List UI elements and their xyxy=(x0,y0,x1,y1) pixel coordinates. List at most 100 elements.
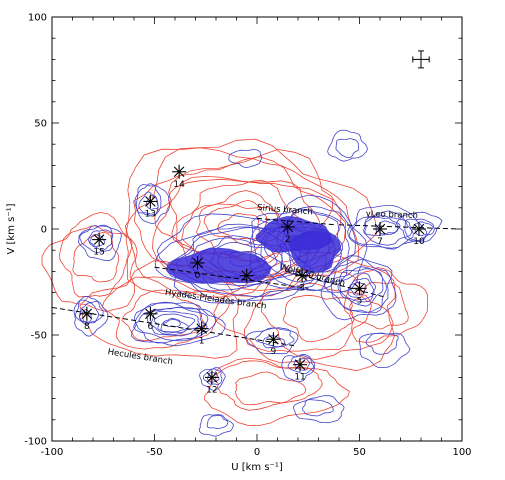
blue-contour xyxy=(146,306,209,337)
peak-label: 11 xyxy=(294,373,305,383)
peak-marker: 13 xyxy=(143,194,158,219)
blue-contour xyxy=(320,255,397,321)
blue-contour xyxy=(89,234,106,248)
peak-marker: 10 xyxy=(411,222,426,247)
peak-arm xyxy=(413,223,425,235)
blue-contour xyxy=(254,327,295,347)
blue-contour xyxy=(337,268,384,307)
red-contour xyxy=(101,276,231,350)
blue-contour xyxy=(281,354,316,382)
branch-label: γLeo branch xyxy=(366,209,419,221)
red-contour xyxy=(349,281,409,330)
blue-contour xyxy=(302,399,334,417)
y-tick-label: -100 xyxy=(24,437,47,448)
blue-contour xyxy=(404,218,435,242)
blue-contour xyxy=(358,332,411,369)
blue-contour xyxy=(323,259,393,314)
peak-label: 3 xyxy=(299,284,305,294)
x-axis-label: U [km s⁻¹] xyxy=(231,462,283,473)
peak-marker: 0 xyxy=(190,255,205,281)
peak-label: 12 xyxy=(206,385,217,395)
peak-label: 13 xyxy=(145,209,156,219)
peak-marker: 7 xyxy=(373,222,387,247)
red-contour xyxy=(203,199,268,245)
red-contour xyxy=(260,282,372,352)
peak-label: 9 xyxy=(271,347,277,357)
branch-line xyxy=(338,224,458,230)
blue-contour xyxy=(149,310,201,336)
peak-arm xyxy=(206,372,218,383)
peak-label: 6 xyxy=(148,322,154,332)
blue-contour xyxy=(162,317,181,327)
blue-contour xyxy=(160,319,189,334)
red-contour xyxy=(154,175,334,284)
blue-contour xyxy=(134,183,162,217)
peak-arm xyxy=(241,270,253,281)
blue-contour xyxy=(249,194,368,293)
peak-arm xyxy=(81,308,93,320)
x-tick-label: 0 xyxy=(254,447,260,458)
peak-label: 15 xyxy=(93,248,104,258)
peak-label: 5 xyxy=(357,296,363,306)
blue-contour xyxy=(206,414,229,429)
y-tick-label: -50 xyxy=(31,331,47,342)
x-tick-label: -50 xyxy=(146,447,162,458)
peak-marker: 6 xyxy=(143,306,158,332)
peak-arm xyxy=(145,308,156,320)
peak-arm xyxy=(145,196,156,207)
red-contour xyxy=(181,190,290,263)
peak-arm xyxy=(282,221,294,233)
blue-contour xyxy=(153,313,196,333)
peak-arm xyxy=(294,359,306,370)
blue-contour xyxy=(74,295,104,325)
red-contour xyxy=(234,371,307,406)
peak-label: 1 xyxy=(199,337,205,347)
peak-marker: 15 xyxy=(92,232,107,258)
red-contour xyxy=(196,203,280,259)
red-contour xyxy=(59,225,133,298)
blue-contour xyxy=(347,278,375,301)
blue-contour xyxy=(228,149,263,169)
blue-contour xyxy=(245,327,299,355)
blue-contour xyxy=(202,368,223,385)
red-contours xyxy=(41,138,429,426)
peak-arm xyxy=(354,283,365,294)
red-contour xyxy=(343,267,429,343)
peak-arm xyxy=(173,166,185,178)
branch-label: Sirius branch xyxy=(257,203,313,218)
blue-contour xyxy=(335,138,360,159)
peak-label: 8 xyxy=(84,322,90,332)
dense-core-region xyxy=(287,229,341,273)
error-bar-cross xyxy=(412,50,430,69)
blue-contour xyxy=(287,353,314,375)
peak-label: 7 xyxy=(377,237,383,247)
peak-arm xyxy=(196,323,207,334)
blue-contour xyxy=(363,216,412,246)
peak-arm xyxy=(93,234,105,245)
branch-label: Hecules branch xyxy=(107,347,174,367)
blue-contour xyxy=(349,281,367,296)
peak-marker: 14 xyxy=(172,164,187,190)
y-tick-label: 50 xyxy=(34,119,47,130)
y-tick-label: 0 xyxy=(41,225,47,236)
blue-contour xyxy=(262,335,286,349)
blue-contour xyxy=(79,225,114,253)
blue-contour xyxy=(292,395,345,424)
peak-marker: 2 xyxy=(280,219,295,245)
red-contour xyxy=(204,357,350,426)
red-contour xyxy=(133,148,342,291)
blue-contour xyxy=(251,205,356,292)
x-tick-label: 100 xyxy=(452,447,471,458)
red-contour xyxy=(215,360,323,411)
blue-contour xyxy=(138,191,159,216)
red-contour xyxy=(72,231,120,283)
branch-line xyxy=(256,217,335,226)
branch-line xyxy=(154,266,309,289)
peak-marker: 5 xyxy=(352,281,367,306)
peak-marker: 12 xyxy=(204,370,219,395)
blue-contour xyxy=(339,272,376,303)
x-tick-label: -100 xyxy=(41,447,64,458)
peak-marker: 9 xyxy=(266,332,281,357)
peak-marker: 1 xyxy=(194,321,209,347)
